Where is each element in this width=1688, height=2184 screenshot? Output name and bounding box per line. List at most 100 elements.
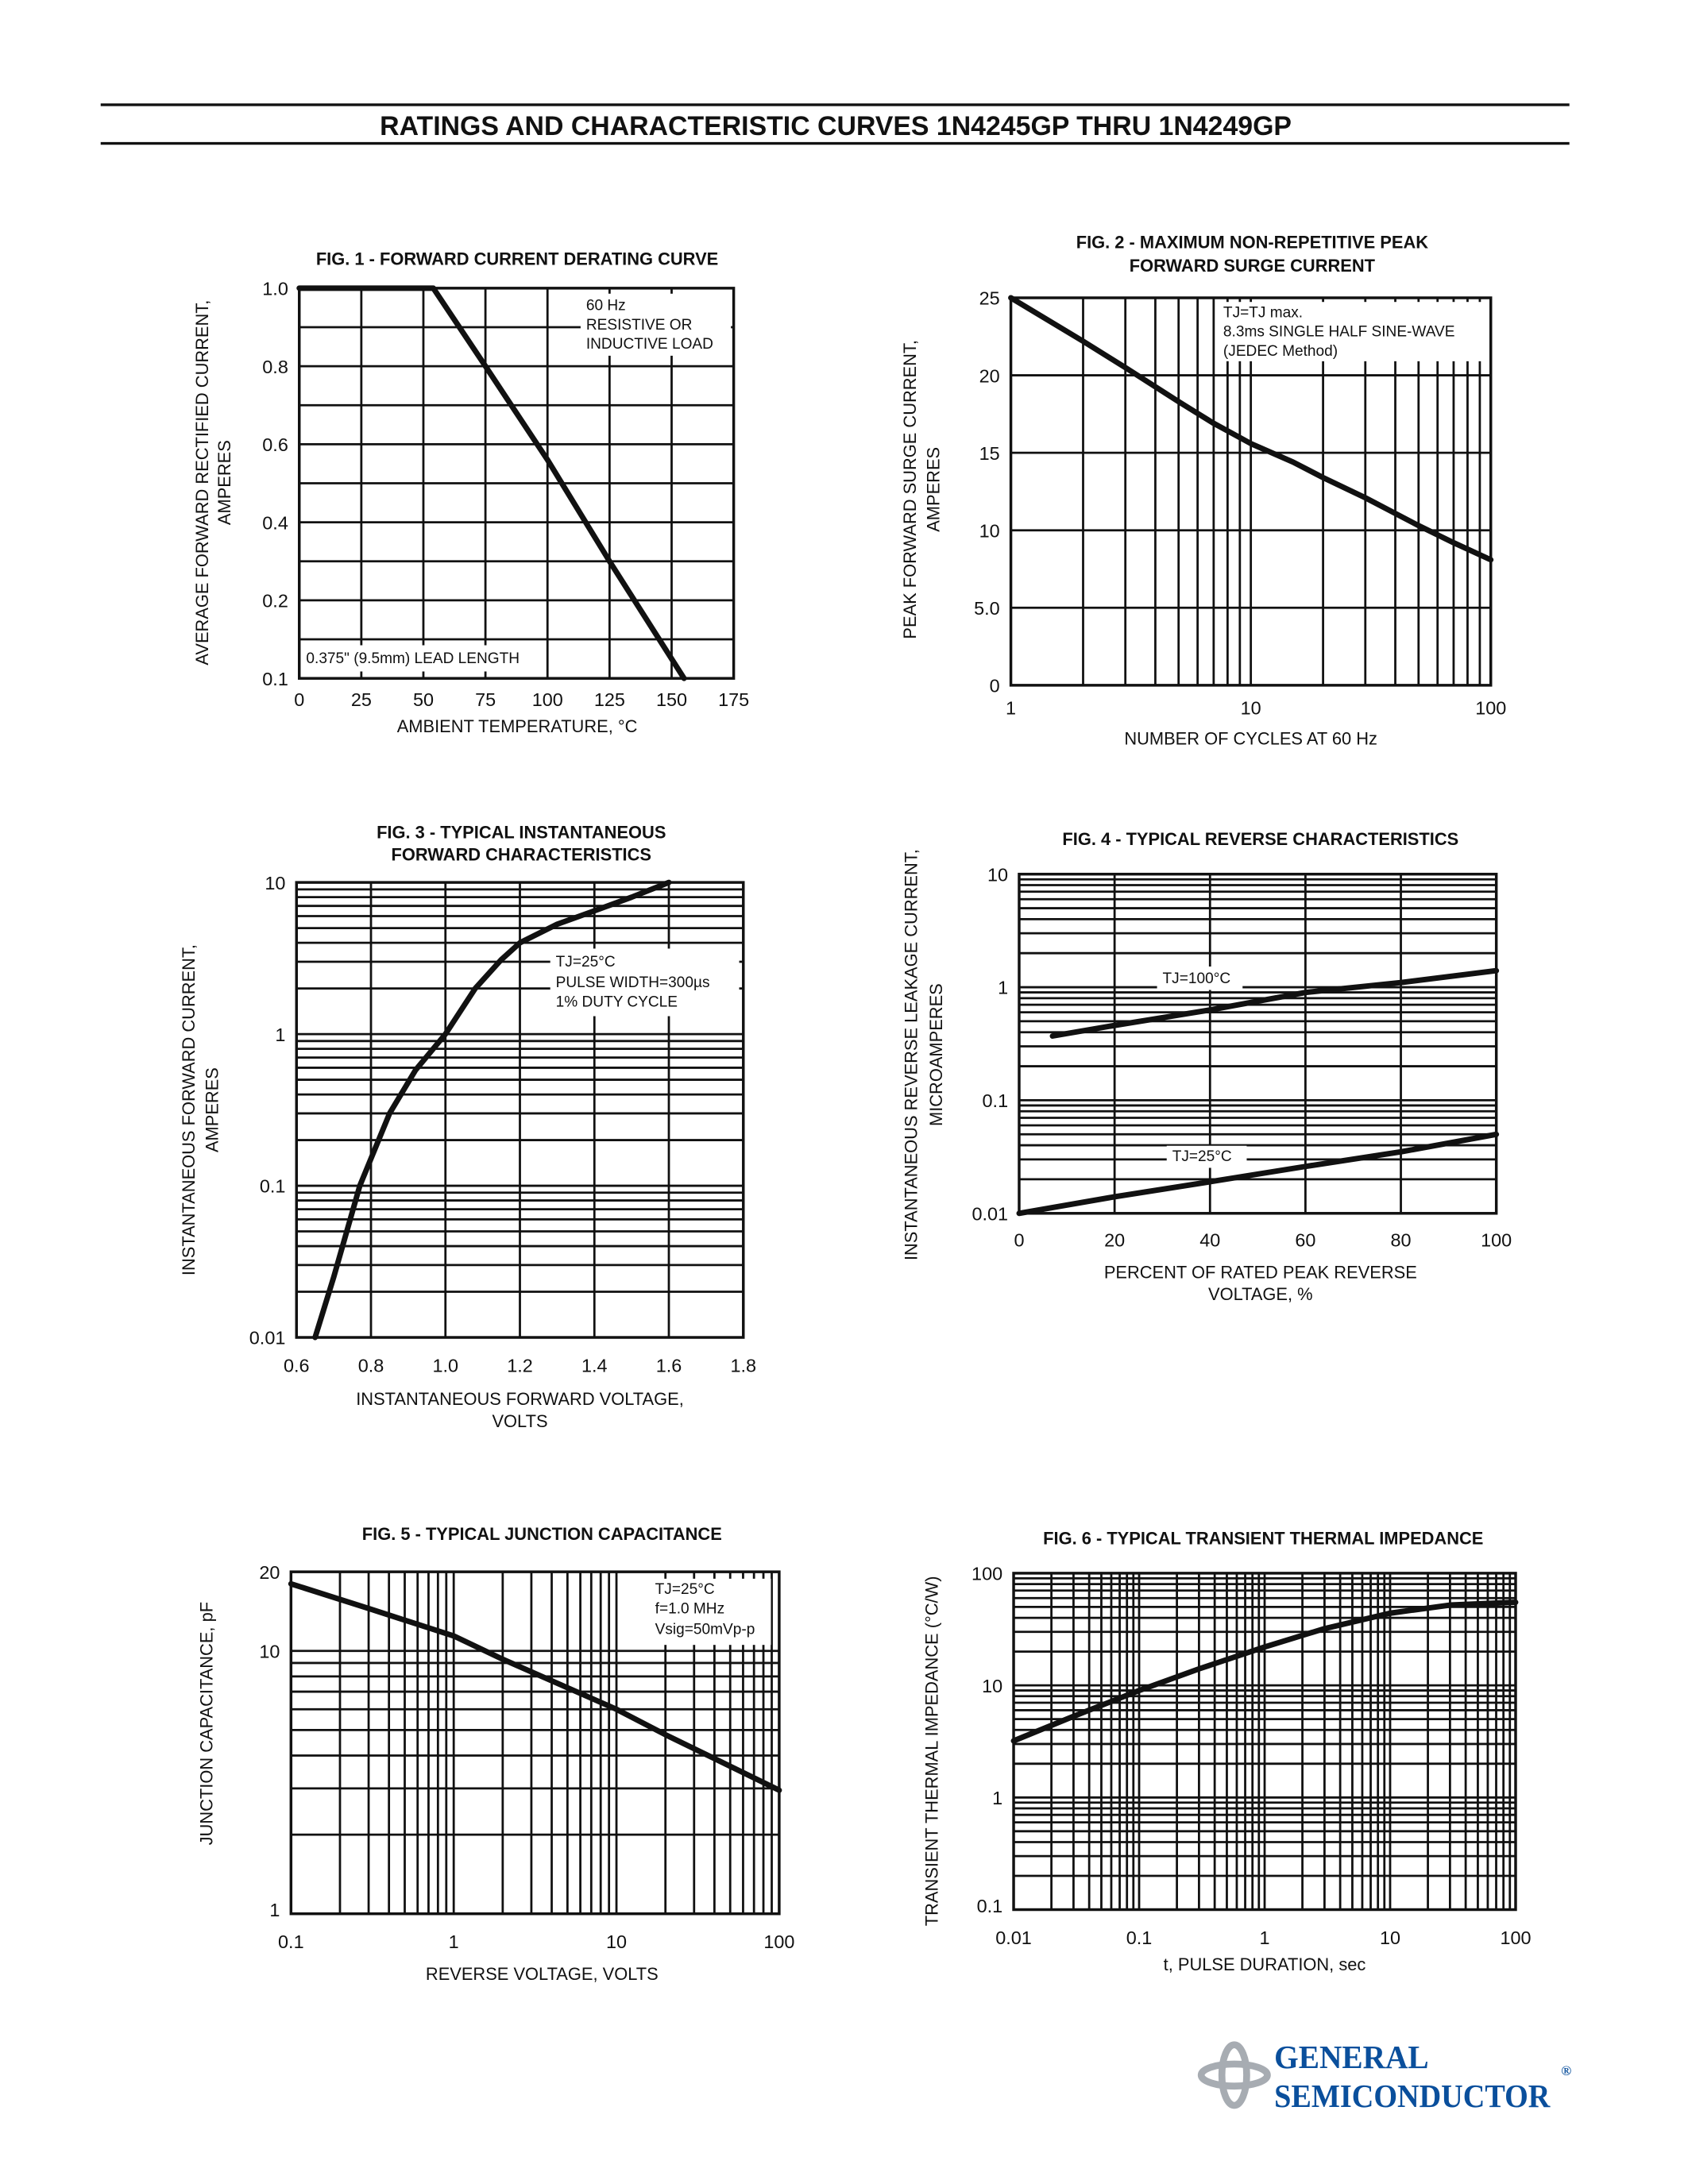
y-tick-label: 0.4	[262, 512, 288, 533]
y-tick-label: 1	[998, 978, 1008, 998]
y-tick-label: 10	[979, 520, 1000, 541]
x-tick-label: 10	[606, 1931, 627, 1952]
x-tick-label: 1.8	[730, 1355, 756, 1376]
logo-emblem-icon	[1197, 2041, 1271, 2109]
grid	[291, 1572, 779, 1914]
y-tick-label: 1	[992, 1788, 1002, 1808]
plot-frame	[289, 1570, 781, 1916]
y-axis-label: TRANSIENT THERMAL IMPEDANCE (°C/W)	[922, 1576, 942, 1927]
y-axis-label: INSTANTANEOUS FORWARD CURRENT,	[179, 944, 199, 1275]
page-title: RATINGS AND CHARACTERISTIC CURVES 1N4245…	[380, 111, 1292, 141]
chart-title: FIG. 6 - TYPICAL TRANSIENT THERMAL IMPED…	[1043, 1528, 1483, 1548]
chart-fig-4: TJ=100°C TJ=25°C 0 20 40 60 80 100 0.01 0.1 1 10 FIG…	[902, 829, 1512, 1304]
annotation-background	[302, 645, 541, 672]
x-tick-label: 1	[1006, 697, 1016, 718]
x-axis-label: INSTANTANEOUS FORWARD VOLTAGE,	[356, 1389, 684, 1409]
x-tick-label: 0.01	[995, 1927, 1032, 1948]
y-axis-label: PEAK FORWARD SURGE CURRENT,	[900, 340, 920, 639]
annotation-text: RESISTIVE OR	[586, 317, 693, 334]
annotation: TJ=25°C	[1166, 1145, 1247, 1168]
y-tick-label: 0.1	[260, 1176, 286, 1197]
grid	[1018, 874, 1497, 1214]
annotation-text: 1% DUTY CYCLE	[556, 994, 678, 1010]
annotation-background	[580, 293, 732, 356]
y-tick-label: 0.1	[262, 669, 288, 689]
y-axis-label: AMPERES	[214, 440, 234, 525]
annotation-text: INDUCTIVE LOAD	[586, 336, 713, 353]
plot-frame	[295, 881, 745, 1339]
x-tick-label: 100	[1500, 1927, 1531, 1948]
chart-title: FIG. 2 - MAXIMUM NON-REPETITIVE PEAK	[1076, 233, 1428, 253]
x-tick-label: 100	[532, 689, 563, 710]
annotation-text: TJ=TJ max.	[1223, 304, 1303, 321]
y-tick-label: 1.0	[262, 279, 288, 299]
y-tick-label: 25	[979, 288, 1000, 309]
y-tick-label: 0.8	[262, 357, 288, 377]
x-tick-label: 50	[413, 689, 434, 710]
chart-fig-5: TJ=25°C f=1.0 MHz Vsig=50mVp-p 0.1 1 10 100 1 10…	[196, 1524, 794, 1984]
x-tick-label: 1	[1259, 1927, 1269, 1948]
y-tick-label: 0.1	[983, 1090, 1009, 1111]
x-tick-label: 0.1	[1126, 1927, 1153, 1948]
chart-fig-6: 0.01 0.1 1 10 100 0.1 1 10 100 FIG. 6 - TYPICAL T…	[922, 1528, 1532, 1974]
y-axis-label: JUNCTION CAPACITANCE, pF	[196, 1602, 216, 1845]
chart-title: FORWARD SURGE CURRENT	[1130, 256, 1376, 276]
x-axis-label: NUMBER OF CYCLES AT 60 Hz	[1124, 728, 1377, 748]
logo-line-2: SEMICONDUCTOR	[1274, 2078, 1551, 2115]
data-curve	[312, 879, 672, 1341]
plot-frame	[1009, 296, 1493, 687]
y-tick-label: 10	[259, 1641, 280, 1661]
chart-fig-3: TJ=25°C PULSE WIDTH=300µs 1% DUTY CYCLE 0.6…	[179, 823, 756, 1431]
x-tick-label: 1.4	[581, 1355, 608, 1376]
y-axis-label: AVERAGE FORWARD RECTIFIED CURRENT,	[192, 300, 212, 666]
x-tick-label: 20	[1104, 1229, 1125, 1250]
annotation-background	[1216, 302, 1487, 361]
x-tick-label: 1.2	[507, 1355, 533, 1376]
charts: 60 Hz RESISTIVE OR INDUCTIVE LOAD 0.375" (9…	[179, 233, 1532, 1985]
x-tick-label: 0.1	[278, 1931, 304, 1952]
chart-title: FIG. 1 - FORWARD CURRENT DERATING CURVE	[316, 249, 718, 268]
x-tick-label: 10	[1380, 1927, 1400, 1948]
chart-title: FIG. 4 - TYPICAL REVERSE CHARACTERISTICS	[1062, 829, 1458, 849]
plot-frame	[1018, 872, 1498, 1215]
annotation-text: TJ=25°C	[556, 954, 616, 970]
y-tick-label: 10	[987, 864, 1008, 885]
y-tick-label: 5.0	[974, 598, 1000, 619]
x-axis-label: VOLTS	[492, 1411, 547, 1431]
annotation: 0.375" (9.5mm) LEAD LENGTH	[302, 645, 541, 672]
x-tick-label: 40	[1199, 1229, 1220, 1250]
annotation-background	[1157, 967, 1243, 990]
data-curve	[288, 1580, 782, 1793]
x-tick-label: 1.6	[656, 1355, 682, 1376]
x-tick-label: 25	[351, 689, 372, 710]
annotation-text: Vsig=50mVp-p	[655, 1621, 755, 1638]
y-tick-label: 0.01	[972, 1203, 1009, 1224]
grid	[296, 882, 744, 1338]
chart-title: FIG. 5 - TYPICAL JUNCTION CAPACITANCE	[362, 1524, 722, 1544]
y-tick-label: 20	[979, 365, 1000, 386]
x-tick-label: 1	[449, 1931, 459, 1952]
logo-line-1: GENERAL	[1274, 2039, 1428, 2076]
x-tick-label: 0.8	[358, 1355, 384, 1376]
x-tick-label: 100	[1475, 697, 1506, 718]
y-tick-label: 10	[265, 873, 285, 893]
annotation: TJ=TJ max. 8.3ms SINGLE HALF SINE-WAVE (JE…	[1216, 302, 1487, 361]
series-label: TJ=25°C	[1172, 1148, 1232, 1165]
data-curve	[1010, 1599, 1519, 1744]
company-logo: GENERAL SEMICONDUCTOR ®	[1197, 2039, 1571, 2115]
x-tick-label: 10	[1241, 697, 1261, 718]
y-tick-label: 100	[971, 1564, 1002, 1584]
annotation-background	[649, 1578, 771, 1646]
annotation: TJ=25°C f=1.0 MHz Vsig=50mVp-p	[649, 1578, 771, 1646]
annotation: TJ=25°C PULSE WIDTH=300µs 1% DUTY CYCLE	[550, 948, 740, 1017]
annotation-text: (JEDEC Method)	[1223, 343, 1338, 360]
chart-fig-2: TJ=TJ max. 8.3ms SINGLE HALF SINE-WAVE (JE…	[900, 233, 1507, 749]
x-tick-label: 80	[1391, 1229, 1412, 1250]
series-label: TJ=100°C	[1163, 970, 1231, 987]
annotation-text: 0.375" (9.5mm) LEAD LENGTH	[306, 650, 520, 667]
grid	[1014, 1572, 1516, 1910]
y-tick-label: 15	[979, 443, 1000, 464]
y-tick-label: 0.01	[249, 1328, 286, 1349]
y-tick-label: 10	[982, 1676, 1002, 1696]
